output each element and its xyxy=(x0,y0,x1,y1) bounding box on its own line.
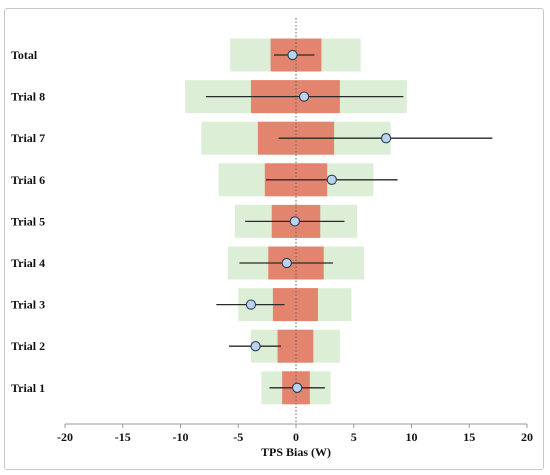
x-tick-label: 10 xyxy=(406,430,418,444)
x-tick-label: 5 xyxy=(351,430,357,444)
category-label-trial-1: Trial 1 xyxy=(11,381,45,395)
mean-marker-trial-2 xyxy=(250,341,261,352)
category-label-trial-5: Trial 5 xyxy=(11,214,45,228)
x-tick-label: 20 xyxy=(521,430,533,444)
mean-marker-trial-8 xyxy=(298,91,310,102)
mean-marker-trial-1 xyxy=(292,382,303,393)
x-tick-label: -5 xyxy=(233,430,243,444)
x-axis-title: TPS Bias (W) xyxy=(261,445,331,459)
category-label-trial-4: Trial 4 xyxy=(11,256,45,270)
x-tick-label: 0 xyxy=(293,430,299,444)
mean-marker-trial-5 xyxy=(289,216,300,227)
marker-layer xyxy=(245,49,392,393)
mean-marker-trial-6 xyxy=(326,174,337,185)
x-axis: -20 -15 -10 -5 0 5 10 15 20 xyxy=(57,423,533,444)
x-tick-label: -10 xyxy=(173,430,189,444)
inner-band-trial-2 xyxy=(277,329,314,363)
category-label-trial-8: Trial 8 xyxy=(11,90,45,104)
mean-marker-trial-4 xyxy=(281,257,292,269)
mean-marker-trial-7 xyxy=(380,133,392,144)
mean-marker-trial-3 xyxy=(245,299,257,310)
x-tick-label: -20 xyxy=(57,430,73,444)
category-label-total: Total xyxy=(11,48,38,62)
category-label-trial-7: Trial 7 xyxy=(11,131,45,145)
x-tick-label: -15 xyxy=(115,430,131,444)
category-label-trial-2: Trial 2 xyxy=(11,339,45,353)
category-label-trial-6: Trial 6 xyxy=(11,173,45,187)
mean-marker-total xyxy=(287,49,298,61)
category-label-trial-3: Trial 3 xyxy=(11,298,45,312)
x-tick-label: 15 xyxy=(463,430,475,444)
category-label-layer: Total Trial 8 Trial 7 Trial 6 Trial 5 Trial 4… xyxy=(11,48,45,395)
